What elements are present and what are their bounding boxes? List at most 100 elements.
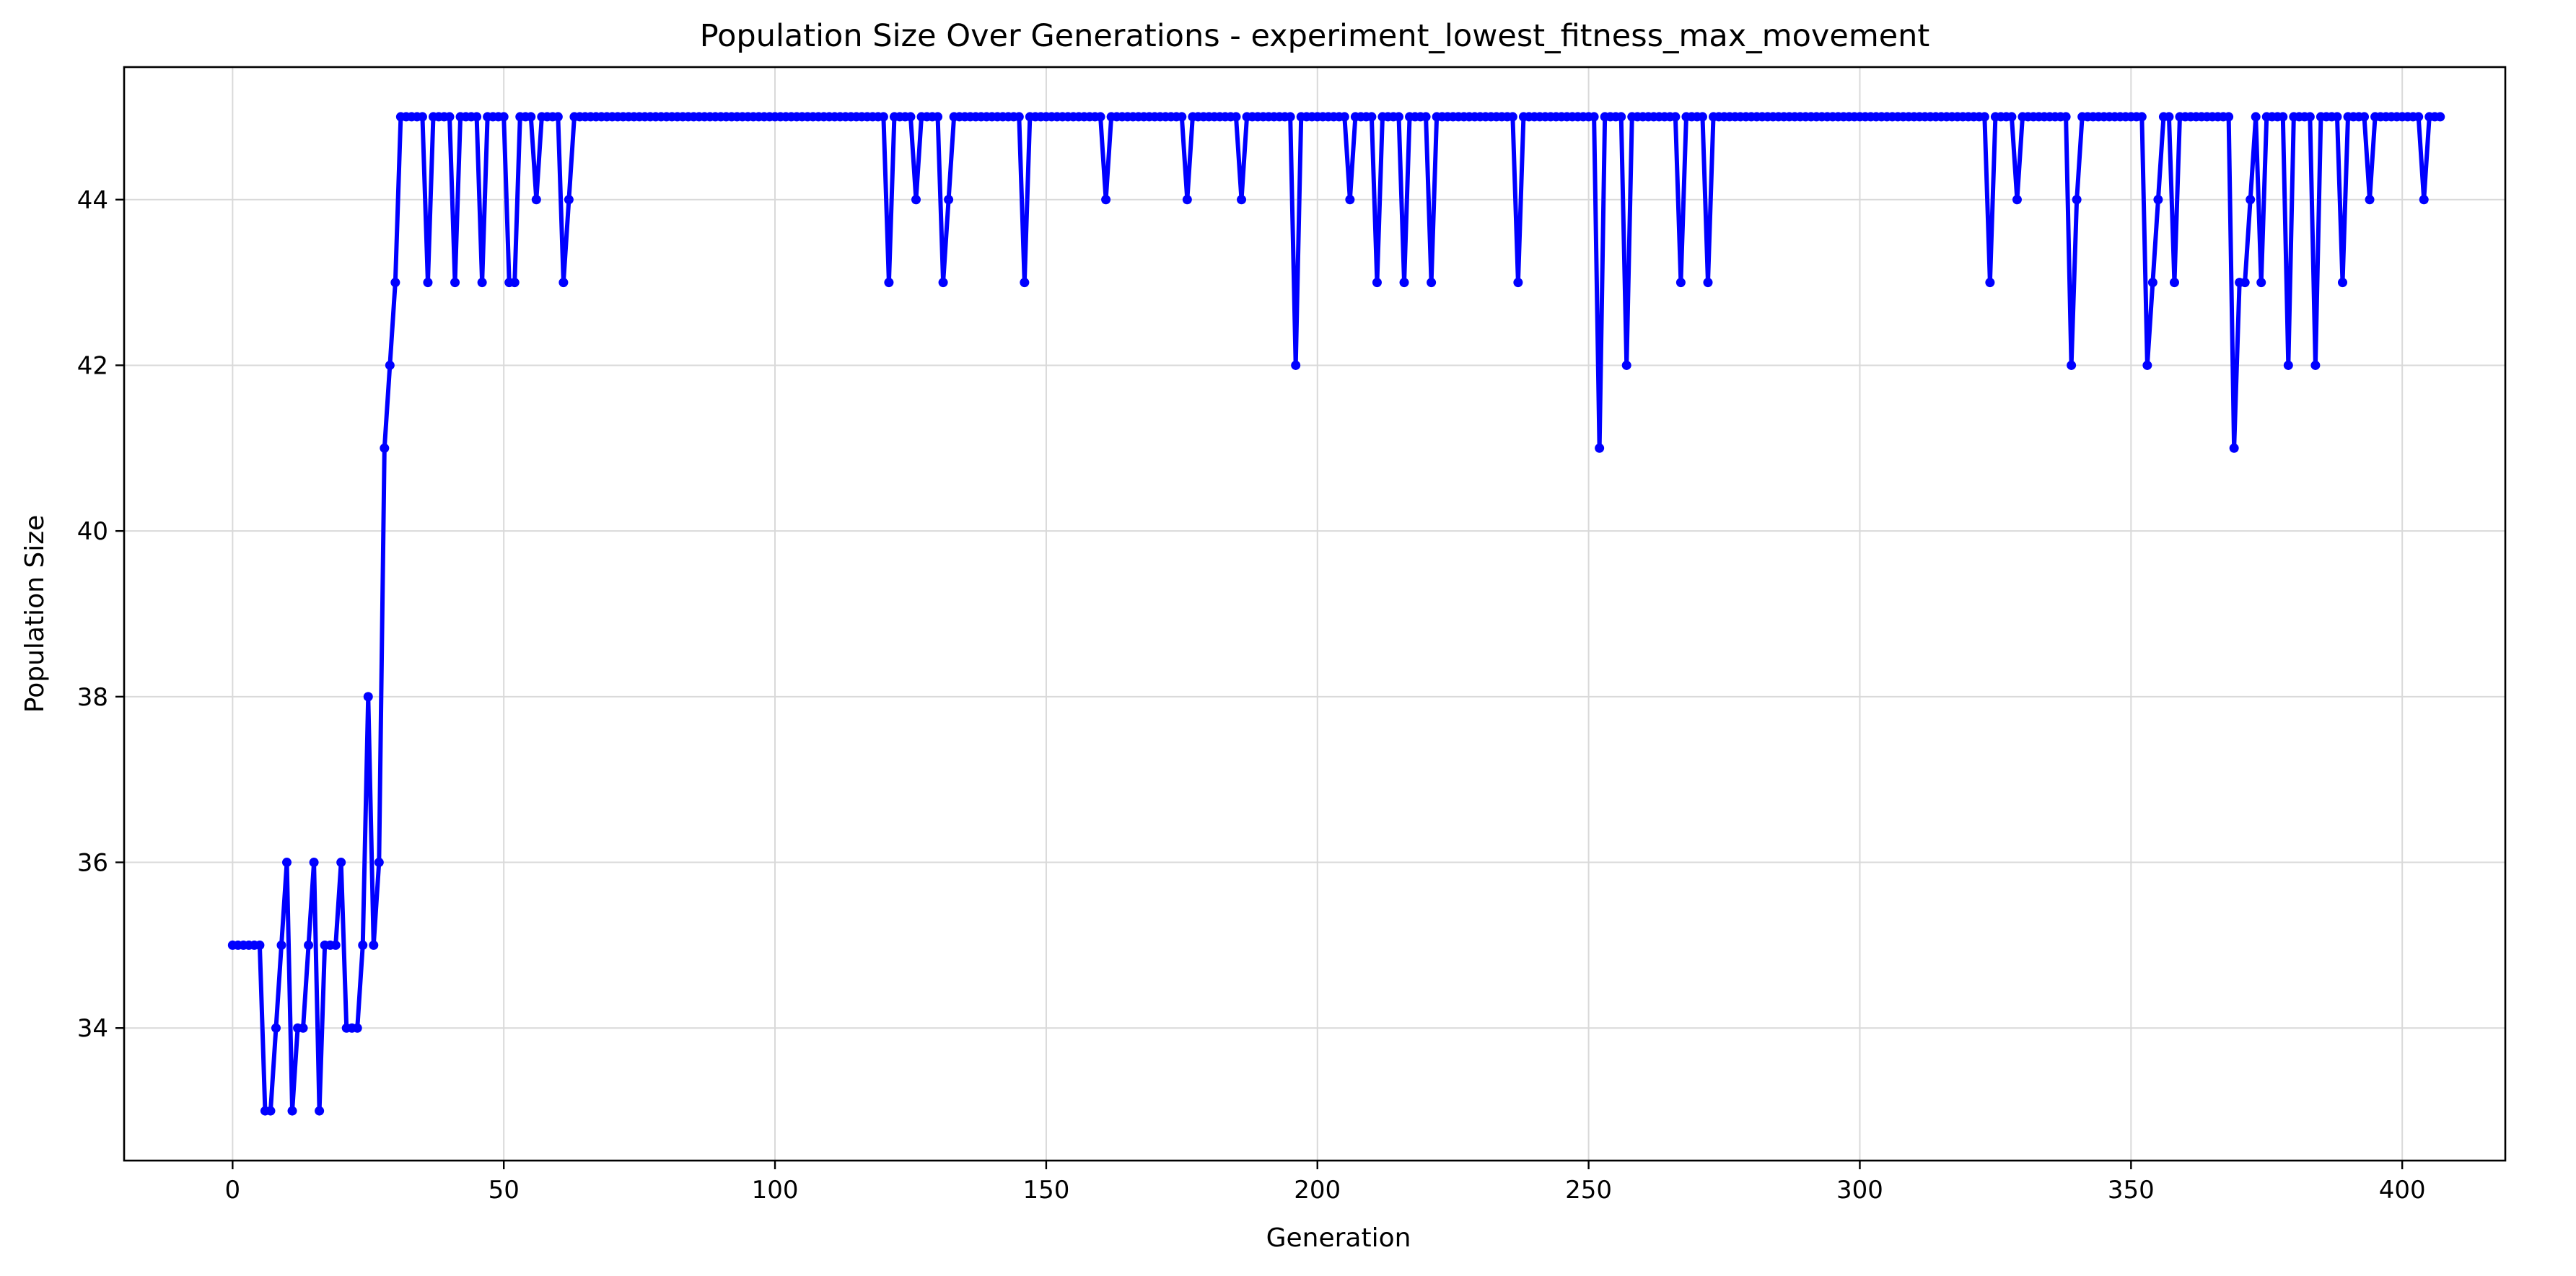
data-point	[1367, 112, 1377, 122]
data-point	[352, 1023, 362, 1033]
data-point	[2305, 112, 2315, 122]
data-point	[450, 278, 460, 288]
data-point	[2360, 112, 2370, 122]
x-tick-label: 350	[2108, 1176, 2155, 1205]
data-point	[315, 1106, 325, 1116]
data-point	[1014, 112, 1024, 122]
grid-layer	[124, 67, 2505, 1161]
data-point	[472, 112, 482, 122]
data-point	[553, 112, 563, 122]
data-point	[2278, 112, 2288, 122]
data-point	[2414, 112, 2424, 122]
data-point	[2067, 360, 2077, 370]
data-point	[271, 1023, 281, 1033]
data-point	[304, 940, 314, 950]
data-point	[1979, 112, 1989, 122]
chart-title: Population Size Over Generations - exper…	[700, 18, 1930, 54]
data-point	[2072, 195, 2082, 205]
data-point	[2251, 112, 2261, 122]
data-point	[358, 940, 368, 950]
y-tick-label: 44	[77, 186, 108, 215]
data-point	[255, 940, 265, 950]
data-point	[276, 940, 286, 950]
data-point	[499, 112, 509, 122]
data-point	[509, 278, 520, 288]
data-point	[2007, 112, 2017, 122]
data-point	[1285, 112, 1295, 122]
y-tick-label: 40	[77, 517, 108, 546]
data-point	[444, 112, 455, 122]
x-tick-label: 300	[1836, 1176, 1883, 1205]
data-point	[2147, 278, 2157, 288]
data-point	[374, 858, 384, 868]
data-point	[558, 278, 569, 288]
x-tick-label: 250	[1565, 1176, 1612, 1205]
data-point	[531, 195, 541, 205]
y-tick-label: 42	[77, 351, 108, 380]
data-point	[1703, 278, 1713, 288]
data-point	[1675, 278, 1686, 288]
data-point	[1291, 360, 1301, 370]
data-point	[287, 1106, 297, 1116]
x-tick-label: 100	[752, 1176, 799, 1205]
data-point	[1595, 443, 1605, 453]
y-tick-label: 34	[77, 1014, 108, 1043]
x-tick-label: 200	[1294, 1176, 1341, 1205]
data-point	[1670, 112, 1681, 122]
data-point	[2061, 112, 2071, 122]
data-point	[2246, 195, 2256, 205]
data-point	[2310, 360, 2321, 370]
x-tick-label: 400	[2379, 1176, 2426, 1205]
data-point	[369, 940, 379, 950]
data-point	[1345, 195, 1355, 205]
data-point	[417, 112, 427, 122]
data-point	[1421, 112, 1431, 122]
data-point	[380, 443, 390, 453]
x-tick-label: 0	[225, 1176, 241, 1205]
data-point	[1399, 278, 1409, 288]
data-point	[526, 112, 536, 122]
data-point	[1507, 112, 1517, 122]
data-point	[1394, 112, 1404, 122]
data-point	[363, 692, 373, 702]
data-point	[1621, 360, 1631, 370]
x-axis-label: Generation	[1266, 1223, 1411, 1253]
data-point	[1589, 112, 1599, 122]
data-point	[2142, 360, 2152, 370]
data-point	[2224, 112, 2234, 122]
plot-frame	[123, 66, 2507, 1162]
data-point	[2012, 195, 2022, 205]
data-point	[884, 278, 894, 288]
data-point	[2153, 195, 2163, 205]
data-point	[1985, 278, 1995, 288]
data-point	[2419, 195, 2429, 205]
data-point	[1339, 112, 1349, 122]
data-point	[2229, 443, 2239, 453]
data-point	[2332, 112, 2342, 122]
data-point	[1095, 112, 1105, 122]
data-point	[330, 940, 341, 950]
data-point	[1427, 278, 1437, 288]
x-tick-label: 50	[489, 1176, 520, 1205]
data-point	[2256, 278, 2266, 288]
data-point	[1616, 112, 1626, 122]
data-point	[1177, 112, 1187, 122]
data-point	[938, 278, 948, 288]
series-layer	[227, 112, 2445, 1116]
data-point	[298, 1023, 308, 1033]
data-point	[2169, 278, 2179, 288]
data-point	[1513, 278, 1523, 288]
data-point	[309, 858, 319, 868]
data-point	[2435, 112, 2445, 122]
data-point	[2283, 360, 2293, 370]
data-point	[2137, 112, 2147, 122]
data-point	[477, 278, 487, 288]
data-point	[1237, 195, 1247, 205]
data-point	[933, 112, 943, 122]
y-axis-label: Population Size	[20, 515, 50, 713]
tick-layer: 0 50 100 150 200 250 300 350 400 34 36 38 40 42 44	[77, 186, 2426, 1205]
data-point	[423, 278, 433, 288]
